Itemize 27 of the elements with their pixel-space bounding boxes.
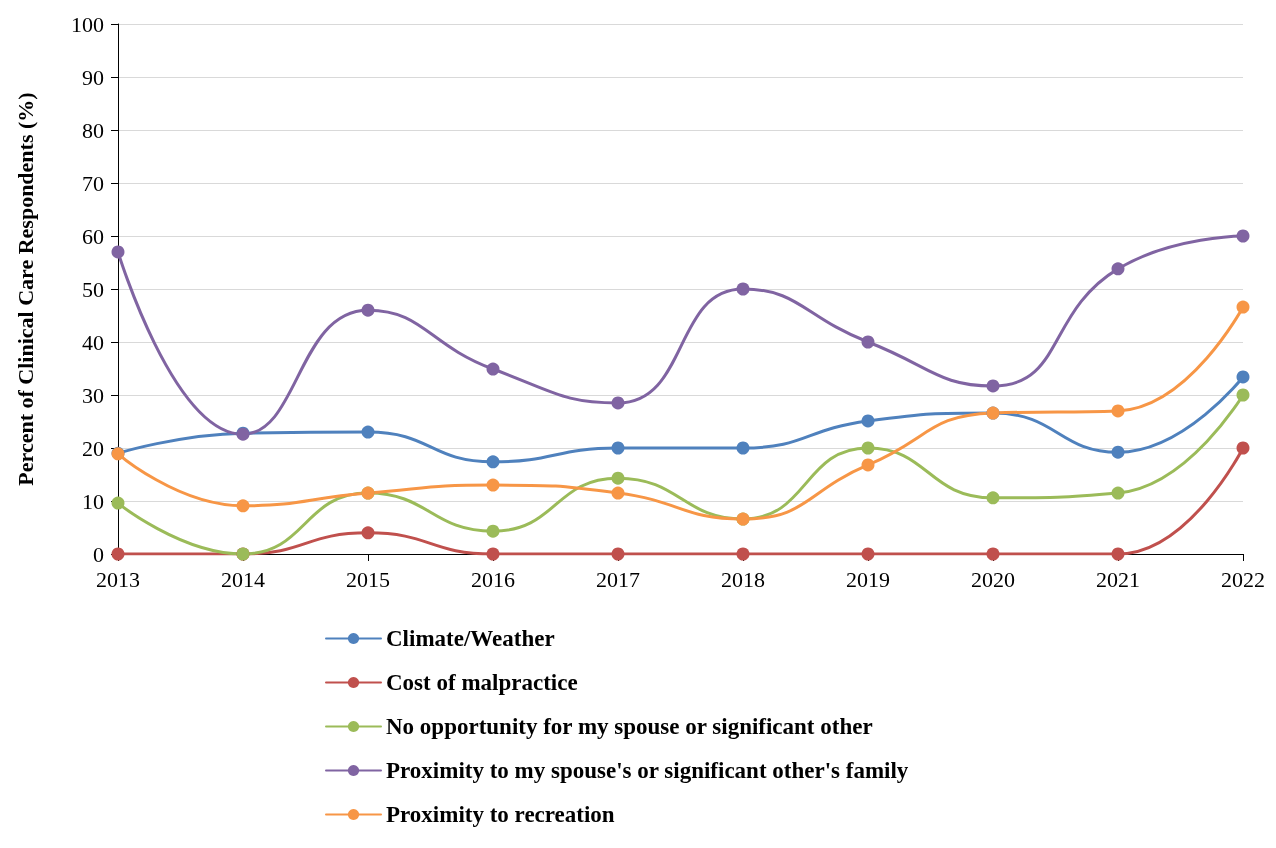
legend-label: Climate/Weather (386, 626, 555, 651)
y-tick-label: 60 (82, 223, 104, 249)
x-tick-label: 2020 (971, 566, 1015, 592)
x-tick-label: 2016 (471, 566, 515, 592)
x-tick-label: 2017 (596, 566, 640, 592)
x-tick-label: 2022 (1221, 566, 1265, 592)
y-tick-label: 70 (82, 170, 104, 196)
x-tick-label: 2018 (721, 566, 765, 592)
x-tick-label: 2014 (221, 566, 265, 592)
y-tick-label: 40 (82, 329, 104, 355)
y-tick-label: 100 (71, 11, 104, 37)
x-tick-label: 2015 (346, 566, 390, 592)
legend-label: Proximity to recreation (386, 802, 615, 827)
legend-label: No opportunity for my spouse or significant other (386, 714, 873, 739)
legend-label: Proximity to my spouse's or significant other's family (386, 758, 909, 783)
y-tick-label: 0 (93, 541, 104, 567)
x-tick-label: 2019 (846, 566, 890, 592)
x-tick-label: 2021 (1096, 566, 1140, 592)
y-tick-label: 50 (82, 276, 104, 302)
y-tick-label: 20 (82, 435, 104, 461)
y-tick-label: 10 (82, 488, 104, 514)
y-axis-title: Percent of Clinical Care Respondents (%) (12, 92, 38, 486)
y-tick-label: 80 (82, 117, 104, 143)
legend-label: Cost of malpractice (386, 670, 578, 695)
y-tick-label: 90 (82, 64, 104, 90)
x-tick-label: 2013 (96, 566, 140, 592)
y-tick-label: 30 (82, 382, 104, 408)
